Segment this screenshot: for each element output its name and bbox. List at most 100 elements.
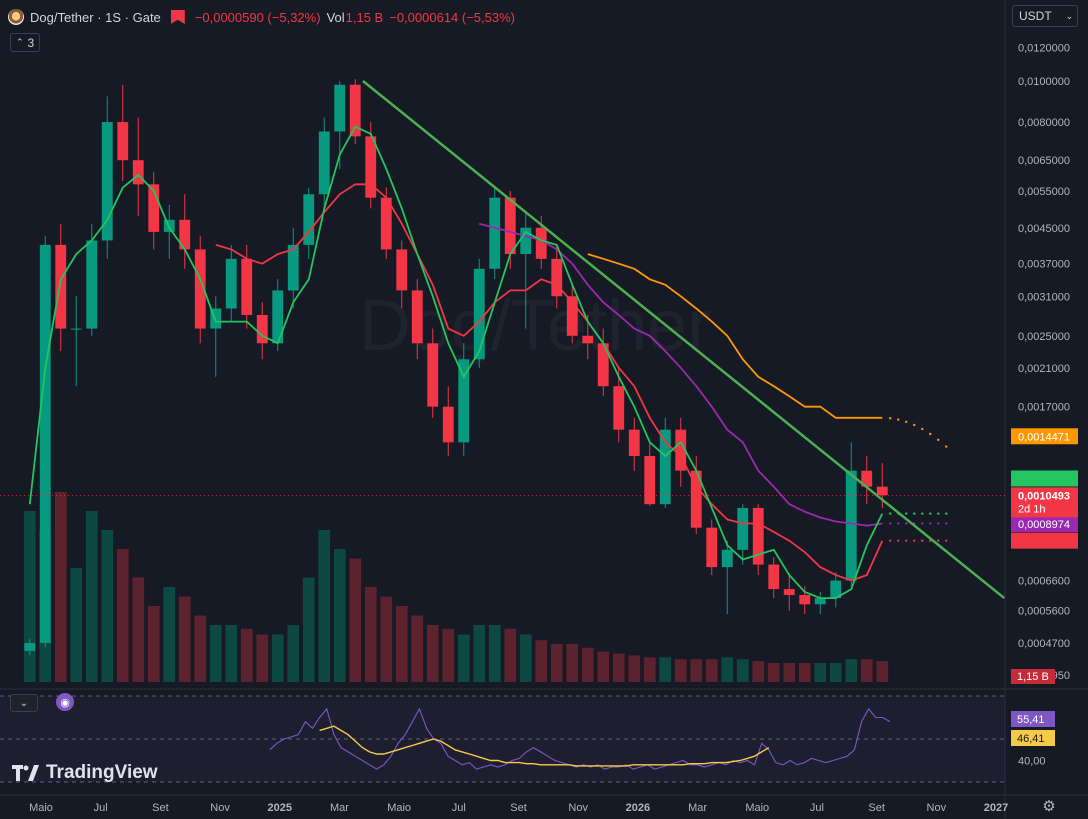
candle — [194, 236, 206, 344]
eye-icon[interactable]: ◉ — [56, 693, 74, 711]
ema-mid-line-projection-dot — [945, 539, 948, 542]
candle-body — [241, 258, 253, 315]
rsi-value-tag: 55,41 — [1011, 711, 1055, 727]
candle-body — [520, 227, 532, 255]
candle — [39, 236, 51, 647]
price-tag-bg — [1011, 516, 1078, 533]
candle-body — [628, 429, 640, 456]
candle-body — [504, 197, 516, 255]
candle-body — [783, 589, 795, 596]
volume-bar — [659, 657, 672, 682]
price-tag-label: 0,0014471 — [1018, 431, 1070, 443]
candle — [814, 592, 826, 615]
candle — [303, 187, 315, 259]
gear-icon[interactable]: ⚙ — [1042, 798, 1056, 815]
quote-currency-value: USDT — [1019, 9, 1052, 23]
time-tick-label: Maio — [387, 802, 411, 814]
candle-body — [411, 290, 423, 344]
candle — [427, 328, 439, 418]
ema-mid-line-projection-dot — [937, 539, 940, 542]
flag-icon[interactable] — [170, 10, 185, 24]
candle — [721, 540, 733, 615]
candle-body — [489, 197, 501, 269]
time-tick-label: Set — [868, 802, 885, 814]
candle-body — [814, 598, 826, 605]
price-axis: 0,0120000 0,0100000 0,0080000 0,0065000 0,00… — [1011, 43, 1078, 684]
ema-long-line-projection-dot — [945, 445, 948, 448]
ema-long-line — [587, 253, 883, 419]
candle — [845, 442, 857, 587]
price-tick-label: 0,0045000 — [1018, 223, 1070, 235]
candle-body — [675, 429, 687, 471]
rsi-value-bg — [1011, 711, 1055, 727]
candle-body — [644, 455, 656, 505]
ema-mid-line — [215, 183, 884, 582]
candle-body — [256, 314, 268, 344]
candle — [489, 187, 501, 280]
ema-fast-line-projection-dot — [905, 512, 908, 515]
volume-bar — [721, 657, 734, 682]
volume-bar — [333, 549, 346, 682]
quote-currency-select[interactable]: USDT ⌄ — [1012, 5, 1078, 27]
volume-bar — [442, 628, 455, 682]
volume-bar — [550, 644, 563, 682]
candle-body — [721, 549, 733, 568]
volume-bar — [814, 663, 827, 682]
candle — [225, 244, 237, 322]
ema-long-line-projection-dot — [937, 438, 940, 442]
candle-body — [380, 197, 392, 250]
last-price-bg — [1011, 487, 1078, 518]
time-tick-label: Nov — [568, 802, 588, 814]
candle — [411, 279, 423, 360]
candle — [768, 557, 780, 599]
candle-body — [830, 580, 842, 599]
ema-mid-line-projection-dot — [913, 539, 916, 542]
volume-bar — [752, 661, 765, 682]
price-tick-label: 0,0055000 — [1018, 186, 1070, 198]
volume-bar — [473, 625, 486, 682]
volume-bar — [597, 651, 610, 682]
volume-bar — [70, 568, 83, 682]
candle-body — [39, 244, 51, 643]
volume-tag-label: 1,15 B — [1017, 671, 1049, 683]
volume-bar — [566, 644, 579, 682]
ema-fast-line-projection-dot — [913, 512, 916, 515]
volume-bar — [612, 653, 625, 682]
candle-body — [318, 131, 330, 195]
ema-slow-line-projection-dot — [929, 522, 932, 525]
price-tick-label: 0,0005600 — [1018, 606, 1070, 618]
candle — [101, 96, 113, 259]
symbol-title[interactable]: Dog/Tether · 1S · Gate — [30, 9, 161, 25]
rsi-collapse-button[interactable]: ⌄ — [10, 694, 38, 712]
volume-bar — [256, 634, 269, 682]
candle-body — [613, 386, 625, 430]
tradingview-mark-icon — [12, 765, 39, 781]
volume-bar — [85, 511, 98, 682]
price-tag-label: 0,0008974 — [1018, 519, 1070, 531]
volume-bar — [116, 549, 129, 682]
indicators-collapse-button[interactable]: ⌃ 3 — [10, 33, 41, 52]
volume-bar — [194, 615, 207, 682]
ema-slow-line-projection-dot — [921, 522, 924, 525]
symbol-watermark: Dog/Tether — [359, 286, 711, 366]
candle — [659, 417, 671, 508]
candle-body — [659, 429, 671, 505]
time-tick-label: Mar — [688, 802, 707, 814]
chevron-down-icon: ⌄ — [1065, 10, 1074, 21]
ema-slow-line — [479, 222, 883, 527]
candle — [566, 284, 578, 344]
candle — [132, 117, 144, 216]
volume-bar — [860, 659, 873, 682]
volume-bar — [411, 615, 424, 682]
volume-bar — [101, 530, 114, 682]
candle — [644, 442, 656, 507]
tradingview-logo[interactable]: TradingView — [12, 762, 158, 784]
candle-body — [535, 227, 547, 259]
logo-text: TradingView — [46, 762, 158, 783]
price-tick-label: 0,0100000 — [1018, 76, 1070, 88]
candle — [365, 122, 377, 209]
